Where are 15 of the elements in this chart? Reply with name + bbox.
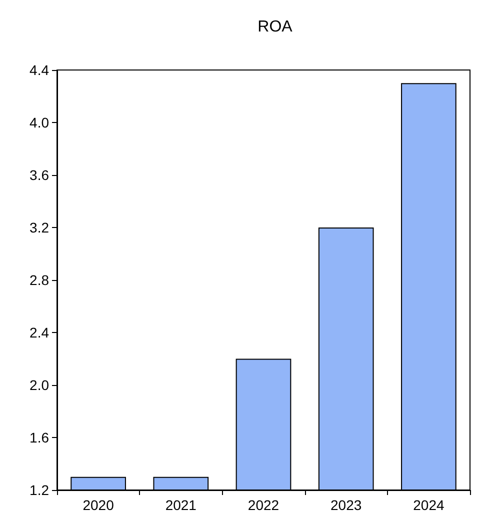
x-tick-label: 2021 — [165, 497, 197, 513]
x-tick-label: 2022 — [248, 497, 280, 513]
y-tick-label: 4.4 — [30, 62, 50, 78]
y-tick-label: 4.0 — [30, 114, 50, 130]
y-tick-label: 2.4 — [30, 324, 50, 340]
chart-title: ROA — [258, 18, 293, 36]
y-tick-label: 1.6 — [30, 430, 50, 446]
x-tick-label: 2024 — [413, 497, 444, 513]
y-tick-label: 1.2 — [30, 482, 50, 498]
y-tick-label: 2.8 — [30, 272, 50, 288]
x-tick-label: 2020 — [82, 497, 114, 513]
y-tick-label: 3.6 — [30, 167, 50, 183]
x-tick-label: 2023 — [330, 497, 362, 513]
y-tick-label: 2.0 — [30, 377, 50, 393]
y-tick-label: 3.2 — [30, 220, 50, 236]
